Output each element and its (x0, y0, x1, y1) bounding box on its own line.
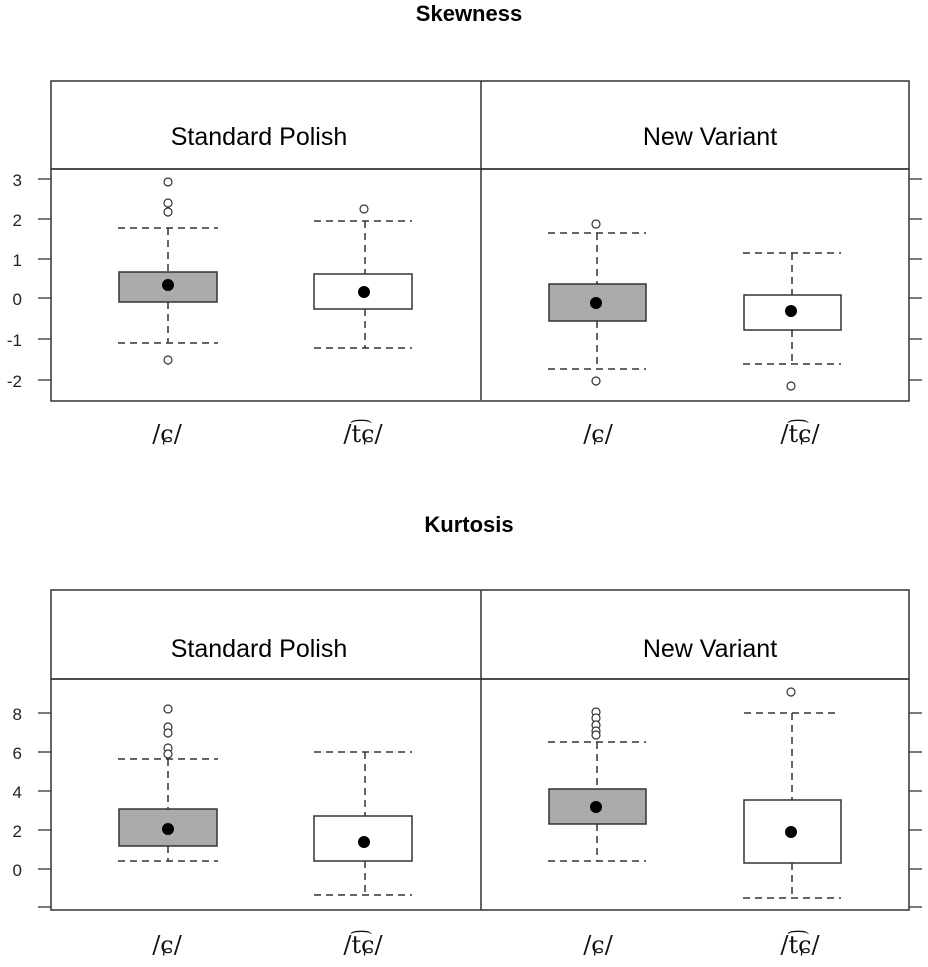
skewness-title: Skewness (416, 1, 522, 26)
kurtosis-y-axis (38, 712, 922, 908)
skewness-y-axis (38, 178, 922, 381)
skewness-x-label-nv-tc: /t͡ɕ/ (780, 419, 820, 448)
skewness-box-standard-polish-c (118, 177, 218, 365)
kurtosis-y-tick-labels: 8 6 4 2 0 (13, 705, 22, 880)
kurtosis-x-label-nv-tc: /t͡ɕ/ (780, 930, 820, 959)
kurtosis-x-label-sp-tc: /t͡ɕ/ (343, 930, 383, 959)
kurtosis-strip (50, 589, 910, 680)
svg-text:8: 8 (13, 705, 22, 724)
svg-text:-2: -2 (7, 372, 22, 391)
svg-text:4: 4 (13, 783, 22, 802)
kurtosis-x-label-sp-c: /ɕ/ (152, 931, 183, 959)
svg-text:1: 1 (13, 251, 22, 270)
skewness-strip (50, 80, 910, 170)
skewness-chart: Standard Polish New Variant 3 2 1 0 -1 -… (7, 80, 922, 448)
kurtosis-box-standard-polish-tc (313, 751, 413, 896)
skewness-box-new-variant-c (548, 219, 647, 386)
skewness-strip-standard-polish: Standard Polish (171, 123, 348, 151)
skewness-x-label-sp-c: /ɕ/ (152, 420, 183, 448)
skewness-x-label-nv-c: /ɕ/ (583, 420, 614, 448)
skewness-y-tick-labels: 3 2 1 0 -1 -2 (7, 171, 22, 391)
svg-text:-1: -1 (7, 331, 22, 350)
svg-text:3: 3 (13, 171, 22, 190)
kurtosis-box-new-variant-c (548, 707, 647, 862)
svg-text:0: 0 (13, 861, 22, 880)
kurtosis-title: Kurtosis (424, 512, 513, 537)
skewness-box-new-variant-tc (743, 252, 842, 391)
kurtosis-x-label-nv-c: /ɕ/ (583, 931, 614, 959)
skewness-strip-new-variant: New Variant (643, 123, 777, 151)
svg-text:2: 2 (13, 822, 22, 841)
kurtosis-box-standard-polish-c (118, 704, 218, 862)
kurtosis-chart: Standard Polish New Variant 8 6 4 2 0 (13, 589, 922, 959)
svg-text:0: 0 (13, 290, 22, 309)
skewness-box-standard-polish-tc (313, 204, 413, 349)
skewness-x-label-sp-tc: /t͡ɕ/ (343, 419, 383, 448)
kurtosis-strip-new-variant: New Variant (643, 635, 777, 663)
skewness-plot-area (50, 168, 910, 402)
svg-text:2: 2 (13, 211, 22, 230)
kurtosis-plot-area (50, 678, 910, 911)
svg-text:6: 6 (13, 744, 22, 763)
kurtosis-box-new-variant-tc (743, 687, 842, 899)
kurtosis-strip-standard-polish: Standard Polish (171, 635, 348, 663)
